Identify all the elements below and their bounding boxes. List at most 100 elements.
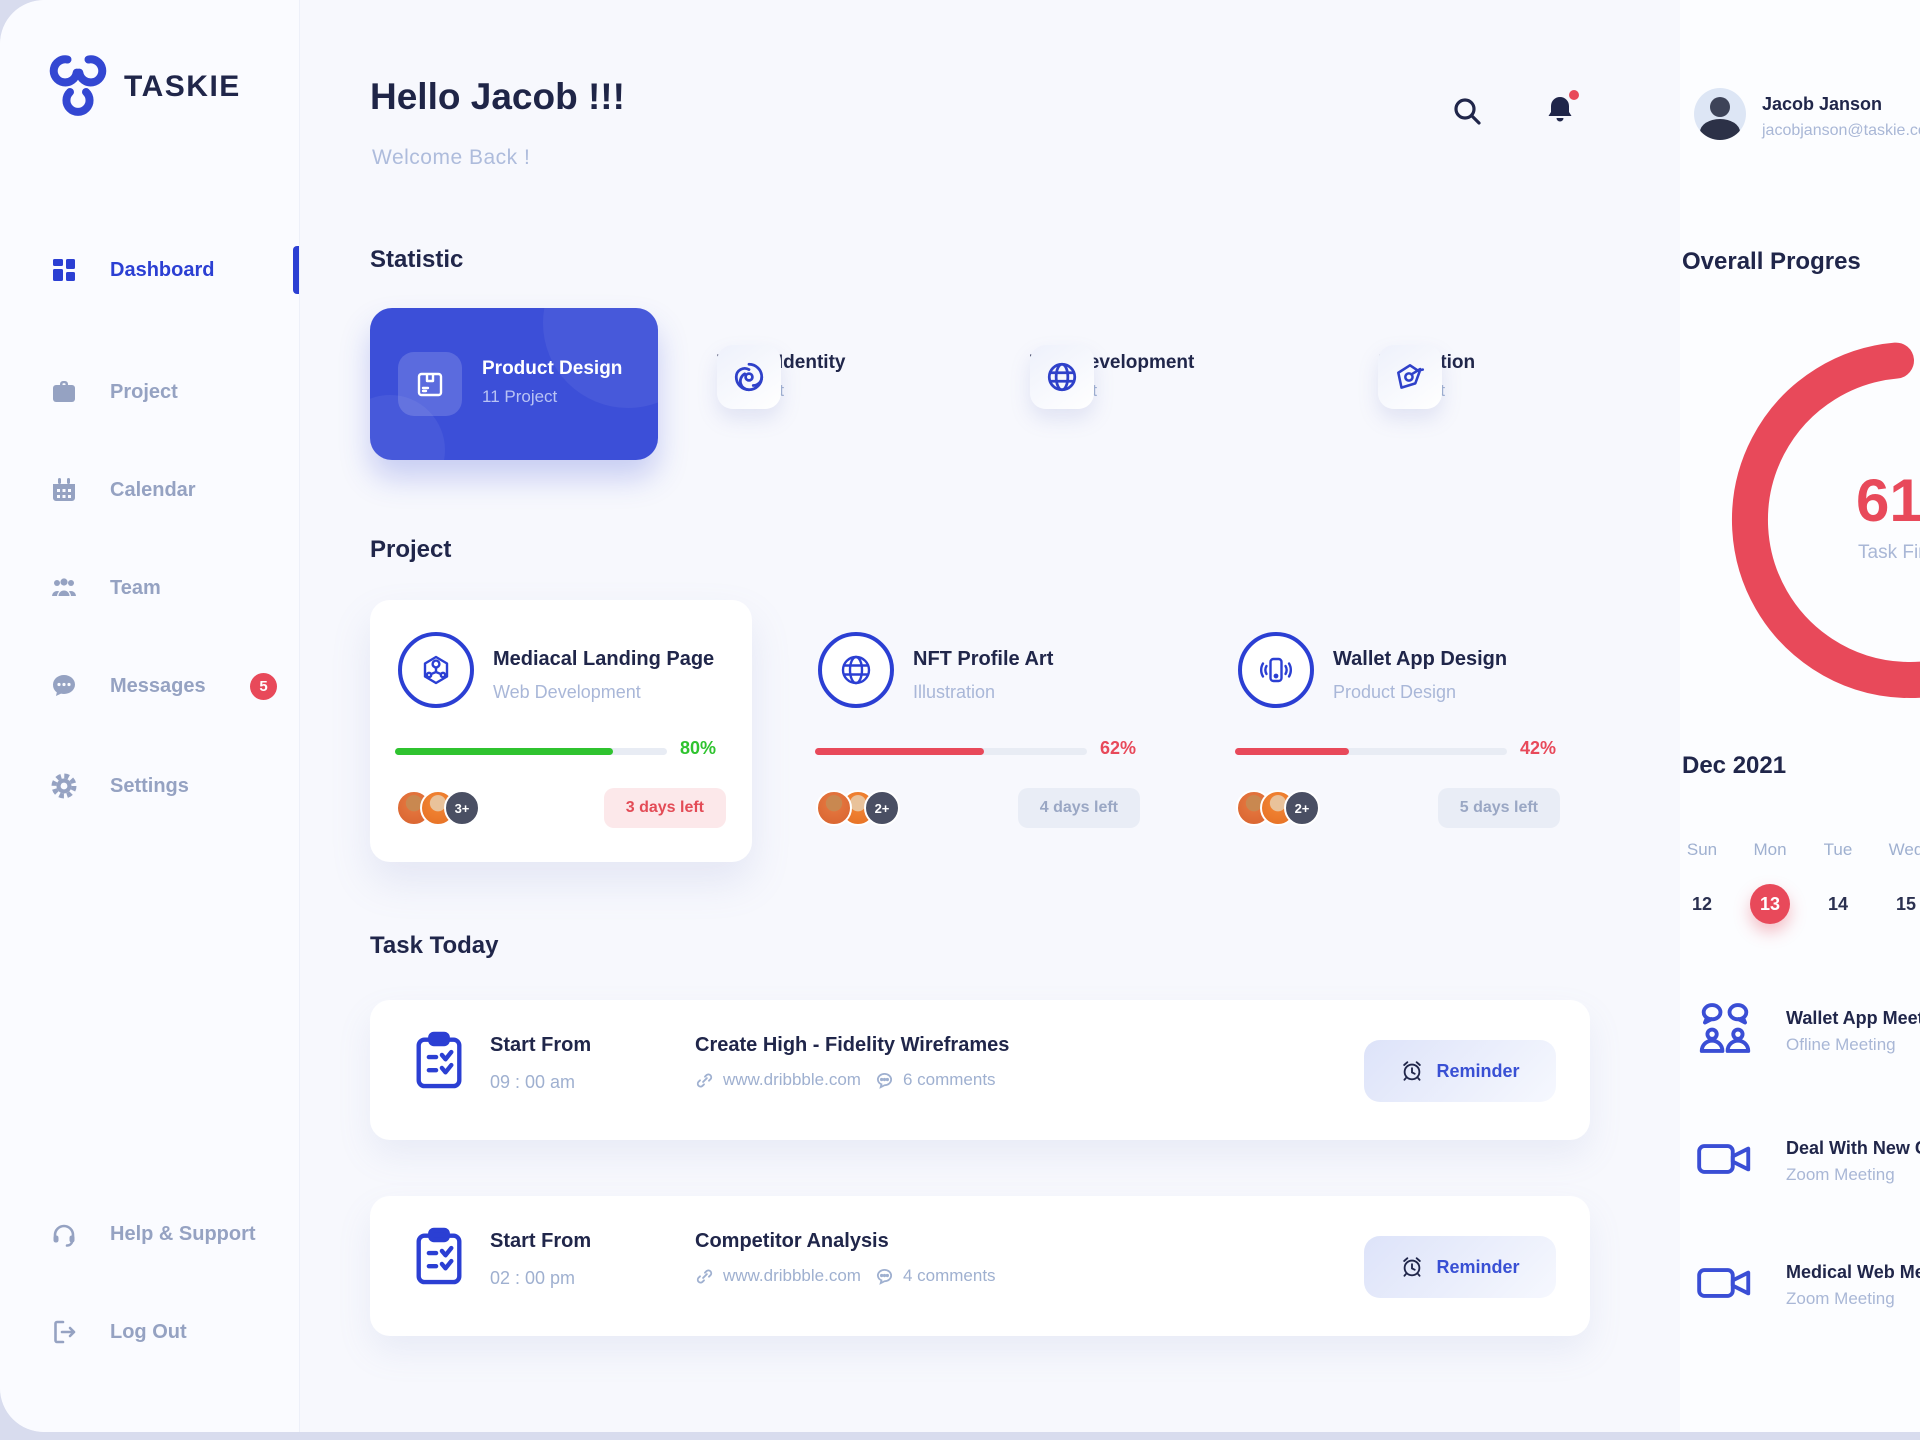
team-icon xyxy=(50,574,78,602)
task-link[interactable]: www.dribbble.com xyxy=(695,1070,861,1090)
avatar-more-count: 3+ xyxy=(444,790,480,826)
progress-track xyxy=(815,748,1087,755)
alarm-clock-icon xyxy=(1403,1061,1422,1081)
calendar-date[interactable]: 15 xyxy=(1895,894,1917,914)
taskie-logo-icon xyxy=(46,52,110,121)
overall-progress-caption: Task Finished xyxy=(1858,542,1920,563)
calendar-weekdays: Sun Mon Tue Wed xyxy=(1668,840,1920,860)
meeting-item[interactable]: Wallet App Meeting Ofline Meeting xyxy=(1694,998,1920,1065)
reminder-button[interactable]: Reminder xyxy=(1364,1236,1556,1298)
profile-email: jacobjanson@taskie.com xyxy=(1762,122,1920,139)
globe-icon xyxy=(818,632,894,708)
app-title: TASKIE xyxy=(124,69,241,103)
sidebar-item-label: Dashboard xyxy=(110,258,215,281)
calendar-month: Dec 2021 xyxy=(1682,752,1787,779)
pen-nib-icon xyxy=(1378,344,1442,409)
sidebar-item-logout[interactable]: Log Out xyxy=(0,1308,299,1356)
sidebar-item-dashboard[interactable]: Dashboard xyxy=(0,246,299,294)
days-left-badge: 3 days left xyxy=(603,788,726,828)
sidebar-item-calendar[interactable]: Calendar xyxy=(0,466,299,514)
headset-icon xyxy=(50,1220,78,1248)
task-row[interactable]: Start From 02 : 00 pm Competitor Analysi… xyxy=(370,1196,1590,1336)
sidebar-item-project[interactable]: Project xyxy=(0,368,299,416)
meeting-type: Zoom Meeting xyxy=(1786,1165,1895,1184)
profile-avatar[interactable] xyxy=(1694,88,1746,140)
task-time: 09 : 00 am xyxy=(490,1072,576,1092)
task-comments[interactable]: 4 comments xyxy=(875,1266,996,1286)
calendar-icon xyxy=(50,476,78,504)
task-start-label: Start From xyxy=(490,1230,592,1252)
search-icon[interactable] xyxy=(1450,94,1486,130)
active-indicator xyxy=(293,246,299,294)
overall-progress-title: Overall Progres xyxy=(1682,248,1861,275)
reminder-label: Reminder xyxy=(1436,1256,1520,1277)
meeting-type: Zoom Meeting xyxy=(1786,1289,1895,1308)
sidebar-item-help-support[interactable]: Help & Support xyxy=(0,1210,299,1258)
project-section-title: Project xyxy=(370,536,452,563)
calendar-date-selected[interactable]: 13 xyxy=(1750,884,1790,924)
sidebar-item-settings[interactable]: Settings xyxy=(0,762,299,810)
project-name: NFT Profile Art xyxy=(913,648,1054,670)
gear-icon xyxy=(50,772,78,800)
meeting-item[interactable]: Medical Web Meeting Zoom Meeting xyxy=(1694,1252,1920,1319)
comment-icon xyxy=(876,1072,893,1089)
task-time: 02 : 00 pm xyxy=(490,1268,576,1288)
stat-card-title: Product Design xyxy=(482,358,623,379)
progress-percent: 62% xyxy=(1100,738,1137,758)
clipboard-icon xyxy=(410,1224,468,1293)
reminder-label: Reminder xyxy=(1436,1060,1520,1081)
project-card[interactable]: NFT Profile Art Illustration 62% 2+ 4 da… xyxy=(790,600,1140,862)
reminder-button[interactable]: Reminder xyxy=(1364,1040,1556,1102)
sidebar-item-label: Log Out xyxy=(110,1320,187,1343)
alarm-clock-icon xyxy=(1403,1257,1422,1277)
avatar-more-count: 2+ xyxy=(1284,790,1320,826)
swirl-icon xyxy=(717,344,781,409)
people-chat-icon xyxy=(1694,998,1756,1065)
task-title: Create High - Fidelity Wireframes xyxy=(695,1034,1010,1056)
sidebar-item-label: Calendar xyxy=(110,478,196,501)
phone-vibrate-icon xyxy=(1238,632,1314,708)
link-icon xyxy=(696,1073,713,1087)
meeting-title: Medical Web Meeting xyxy=(1786,1262,1920,1282)
project-card[interactable]: Wallet App Design Product Design 42% 2+ … xyxy=(1210,600,1560,862)
task-row[interactable]: Start From 09 : 00 am Create High - Fide… xyxy=(370,1000,1590,1140)
notification-bell-icon[interactable] xyxy=(1542,90,1579,128)
task-link-text: www.dribbble.com xyxy=(723,1070,861,1089)
package-icon xyxy=(398,352,462,416)
task-link[interactable]: www.dribbble.com xyxy=(695,1266,861,1286)
stat-card-visual-identity[interactable]: Visual Identity 9 Project xyxy=(717,344,845,409)
meeting-title: Wallet App Meeting xyxy=(1786,1008,1920,1028)
briefcase-icon xyxy=(50,378,78,406)
link-icon xyxy=(696,1269,713,1283)
weekday-label: Wed xyxy=(1888,840,1920,859)
task-section-title: Task Today xyxy=(370,932,499,959)
meeting-item[interactable]: Deal With New Client Zoom Meeting xyxy=(1694,1128,1920,1195)
right-panel: Jacob Janson jacobjanson@taskie.com Over… xyxy=(1680,0,1920,1432)
days-left-badge: 4 days left xyxy=(1017,788,1140,828)
avatar xyxy=(816,790,852,826)
stat-card-illustration[interactable]: Illustration 2 Project xyxy=(1378,344,1475,409)
sidebar-item-label: Team xyxy=(110,576,161,599)
comment-icon xyxy=(876,1268,893,1285)
meeting-title: Deal With New Client xyxy=(1786,1138,1920,1158)
calendar-date[interactable]: 12 xyxy=(1691,894,1713,914)
project-name: Wallet App Design xyxy=(1333,648,1508,670)
stat-card-web-development[interactable]: Web Development 6 Project xyxy=(1030,344,1194,409)
app-logo: TASKIE xyxy=(46,52,241,121)
progress-fill xyxy=(1235,748,1350,755)
sidebar: TASKIE Dashboard Project xyxy=(0,0,300,1432)
video-camera-icon xyxy=(1694,1128,1756,1195)
calendar-date[interactable]: 14 xyxy=(1827,894,1849,914)
sidebar-item-team[interactable]: Team xyxy=(0,564,299,612)
progress-percent: 42% xyxy=(1520,738,1557,758)
stat-card-product-design[interactable]: Product Design 11 Project xyxy=(370,308,658,460)
project-card[interactable]: Mediacal Landing Page Web Development 80… xyxy=(370,600,752,862)
weekday-label: Tue xyxy=(1823,840,1853,859)
sidebar-item-messages[interactable]: Messages 5 xyxy=(0,662,299,710)
notification-dot xyxy=(1569,90,1579,100)
messages-unread-badge: 5 xyxy=(250,672,277,700)
dashboard-grid-icon xyxy=(50,256,78,284)
task-comments[interactable]: 6 comments xyxy=(875,1070,996,1090)
calendar-dates: 12 13 14 15 xyxy=(1668,884,1920,924)
